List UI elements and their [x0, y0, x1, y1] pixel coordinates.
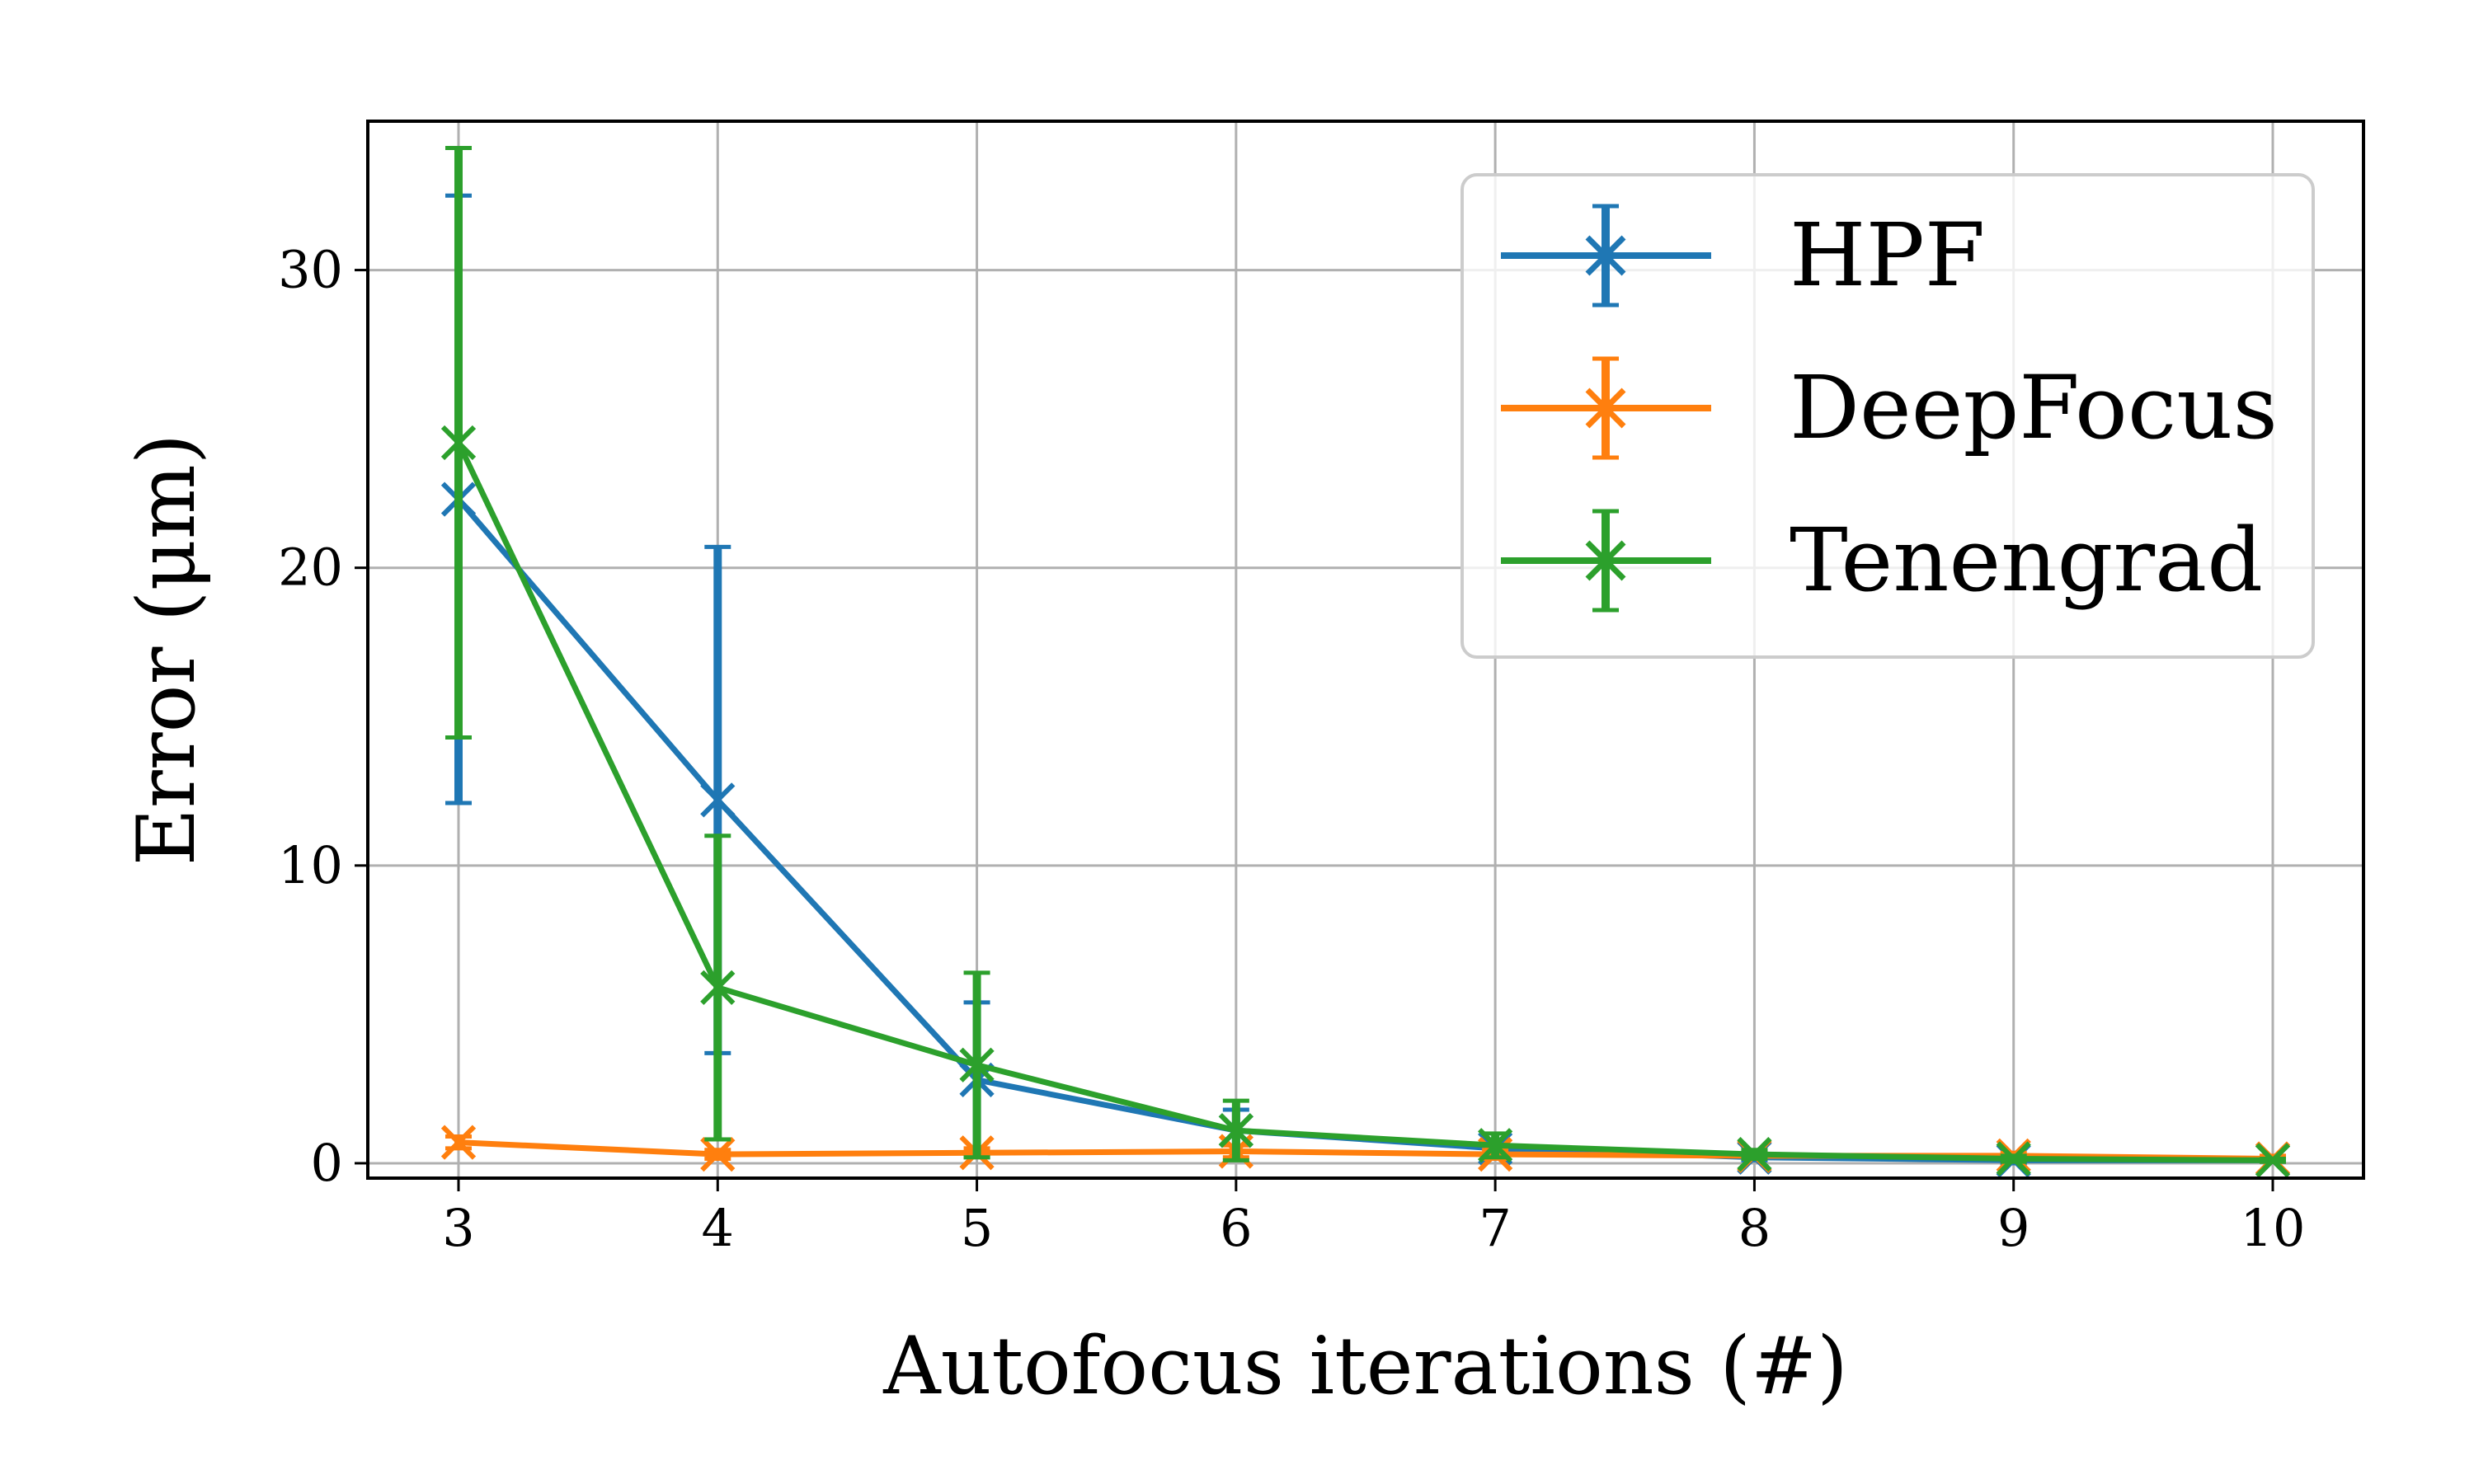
y-tick-label: 30	[278, 240, 343, 300]
y-tick-label: 20	[278, 538, 343, 598]
legend-item-deepfocus: DeepFocus	[1501, 356, 2278, 460]
tenengrad-point	[1996, 1141, 2031, 1176]
x-tick-label: 3	[442, 1198, 474, 1258]
tenengrad-line	[455, 441, 2274, 1163]
legend-marker	[1585, 387, 1626, 429]
series-tenengrad	[440, 146, 2291, 1178]
legend-label: DeepFocus	[1790, 357, 2278, 458]
deepfocus-point	[700, 1136, 736, 1172]
legend-box	[1460, 173, 2315, 659]
tenengrad-point	[1737, 1136, 1772, 1172]
tenengrad-point	[440, 425, 477, 461]
tenengrad-point	[959, 1047, 995, 1082]
tenengrad-point	[1218, 1113, 1253, 1148]
series-layer	[440, 146, 2291, 1178]
y-tick-label: 0	[311, 1133, 343, 1193]
legend-item-hpf: HPF	[1501, 204, 1985, 308]
x-tick-label: 5	[961, 1198, 993, 1258]
legend-label: HPF	[1790, 204, 1985, 306]
x-tick-label: 8	[1738, 1198, 1771, 1258]
x-tick-label: 7	[1479, 1198, 1511, 1258]
legend-marker	[1585, 235, 1626, 276]
legend-marker	[1585, 540, 1626, 581]
x-tick-label: 4	[702, 1198, 734, 1258]
x-axis-title: Autofocus iterations (#)	[882, 1320, 1847, 1412]
axis-ticks: 3 4 5 6 7 8 9 10 0 10 20 30	[278, 240, 2305, 1258]
tenengrad-point	[2255, 1143, 2291, 1178]
x-tick-label: 10	[2241, 1198, 2306, 1258]
y-tick-label: 10	[278, 835, 343, 895]
tenengrad-point	[1478, 1128, 1513, 1163]
legend-item-tenengrad: Tenengrad	[1501, 509, 2263, 613]
legend-label: Tenengrad	[1790, 510, 2263, 611]
x-tick-label: 6	[1220, 1198, 1252, 1258]
plot-frame	[366, 120, 2365, 1180]
legend: HPF DeepFocus Tenengrad	[1460, 173, 2315, 659]
tenengrad-point	[700, 970, 736, 1006]
deepfocus-point	[440, 1125, 477, 1160]
y-axis-title: Error (μm)	[120, 434, 213, 866]
x-tick-label: 9	[1997, 1198, 2030, 1258]
hpf-point	[700, 782, 736, 818]
